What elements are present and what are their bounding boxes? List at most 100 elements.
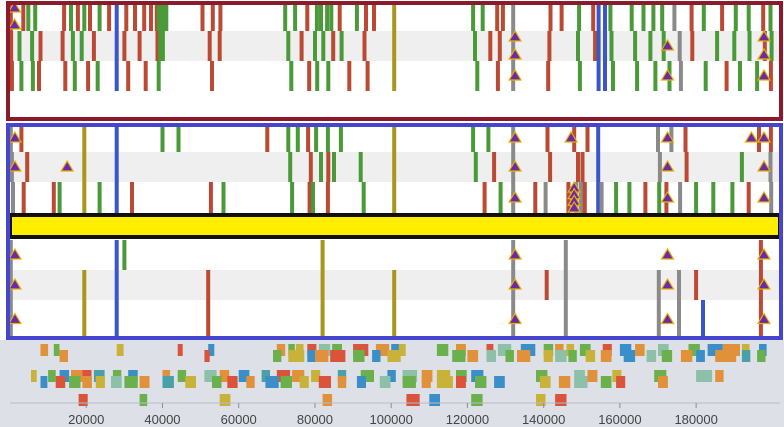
variant-mark <box>591 2 596 31</box>
variant-mark <box>482 182 487 214</box>
variant-mark <box>392 31 397 61</box>
overview-feature <box>471 394 483 406</box>
group-2-border <box>6 123 783 340</box>
variant-mark <box>593 31 598 61</box>
variant-mark <box>599 182 604 214</box>
variant-mark <box>747 31 752 61</box>
overview-feature <box>31 370 37 382</box>
lane-background <box>10 240 780 270</box>
variant-mark <box>354 2 359 31</box>
overview-feature <box>452 350 466 362</box>
overview-feature <box>124 376 138 388</box>
variant-mark <box>320 240 325 270</box>
variant-mark <box>473 31 477 61</box>
variant-mark <box>337 2 342 31</box>
warning-triangle-icon <box>660 247 675 260</box>
overview-feature <box>616 376 626 388</box>
variant-mark <box>563 240 568 270</box>
track-lane <box>7 300 780 339</box>
variant-mark <box>603 31 607 61</box>
warning-triangle-icon <box>7 277 23 290</box>
variant-mark <box>694 270 699 300</box>
variant-mark <box>559 2 564 31</box>
variant-mark <box>114 152 119 182</box>
overview-feature <box>555 350 567 362</box>
warning-triangle-icon <box>564 130 579 143</box>
overview-feature <box>116 344 124 356</box>
variant-mark <box>86 61 91 91</box>
variant-mark <box>88 2 92 31</box>
variant-mark <box>511 31 516 61</box>
variant-mark <box>82 124 87 152</box>
variant-mark <box>314 124 319 152</box>
variant-mark <box>677 270 681 300</box>
variant-mark <box>392 152 397 182</box>
variant-mark <box>543 182 548 214</box>
variant-mark <box>315 61 320 91</box>
overview-feature <box>48 370 56 382</box>
overview-feature <box>555 394 567 406</box>
variant-mark <box>161 2 166 31</box>
overview-feature <box>436 344 449 356</box>
variant-mark <box>124 2 129 31</box>
variant-mark <box>63 61 68 91</box>
overview-feature <box>162 376 174 388</box>
variant-mark <box>307 61 312 91</box>
variant-mark <box>221 182 226 214</box>
variant-mark <box>576 31 580 61</box>
variant-mark <box>133 2 137 31</box>
axis-tick-label: 180000 <box>674 412 717 427</box>
variant-mark <box>580 152 585 182</box>
variant-mark <box>495 2 500 31</box>
variant-mark <box>210 2 215 31</box>
variant-mark <box>208 182 213 214</box>
variant-mark <box>21 182 26 214</box>
variant-mark <box>471 2 476 31</box>
variant-mark <box>361 182 366 214</box>
variant-mark <box>319 2 323 31</box>
variant-mark <box>164 2 169 31</box>
track-lane <box>7 0 780 31</box>
variant-mark <box>325 182 330 214</box>
overview-feature <box>69 376 81 388</box>
variant-mark <box>627 182 632 214</box>
overview-feature <box>585 350 596 362</box>
variant-mark <box>577 2 582 31</box>
variant-mark <box>546 61 551 91</box>
overview-feature <box>757 350 766 362</box>
overview-feature <box>227 376 238 388</box>
variant-mark <box>577 61 582 91</box>
variant-mark <box>97 2 102 31</box>
variant-mark <box>320 270 325 300</box>
variant-mark <box>683 124 688 152</box>
warning-triangle-icon <box>508 47 523 60</box>
warning-triangle-icon <box>756 130 772 143</box>
variant-mark <box>11 182 15 214</box>
axis-tick-label: 40000 <box>144 412 180 427</box>
overview-feature <box>337 376 347 388</box>
variant-mark <box>703 61 708 91</box>
overview-feature <box>600 376 612 388</box>
variant-mark <box>320 300 325 339</box>
overview-feature <box>475 376 487 388</box>
variant-mark <box>156 61 161 91</box>
variant-mark <box>37 61 41 91</box>
variant-mark <box>603 61 607 91</box>
variant-mark <box>733 2 738 31</box>
variant-mark <box>19 124 24 152</box>
variant-mark <box>738 61 742 91</box>
variant-mark <box>657 152 662 182</box>
variant-mark <box>576 152 580 182</box>
variant-mark <box>321 31 326 61</box>
variant-mark <box>265 124 270 152</box>
overview-feature <box>280 376 292 388</box>
variant-mark <box>711 182 716 214</box>
overview-feature <box>315 350 329 362</box>
variant-mark <box>701 300 705 339</box>
track-lane <box>7 240 780 270</box>
warning-triangle-icon <box>508 312 523 325</box>
warning-triangle-icon <box>60 159 75 172</box>
warning-triangle-icon <box>756 68 772 81</box>
variant-mark <box>156 2 161 31</box>
variant-mark <box>306 124 311 152</box>
